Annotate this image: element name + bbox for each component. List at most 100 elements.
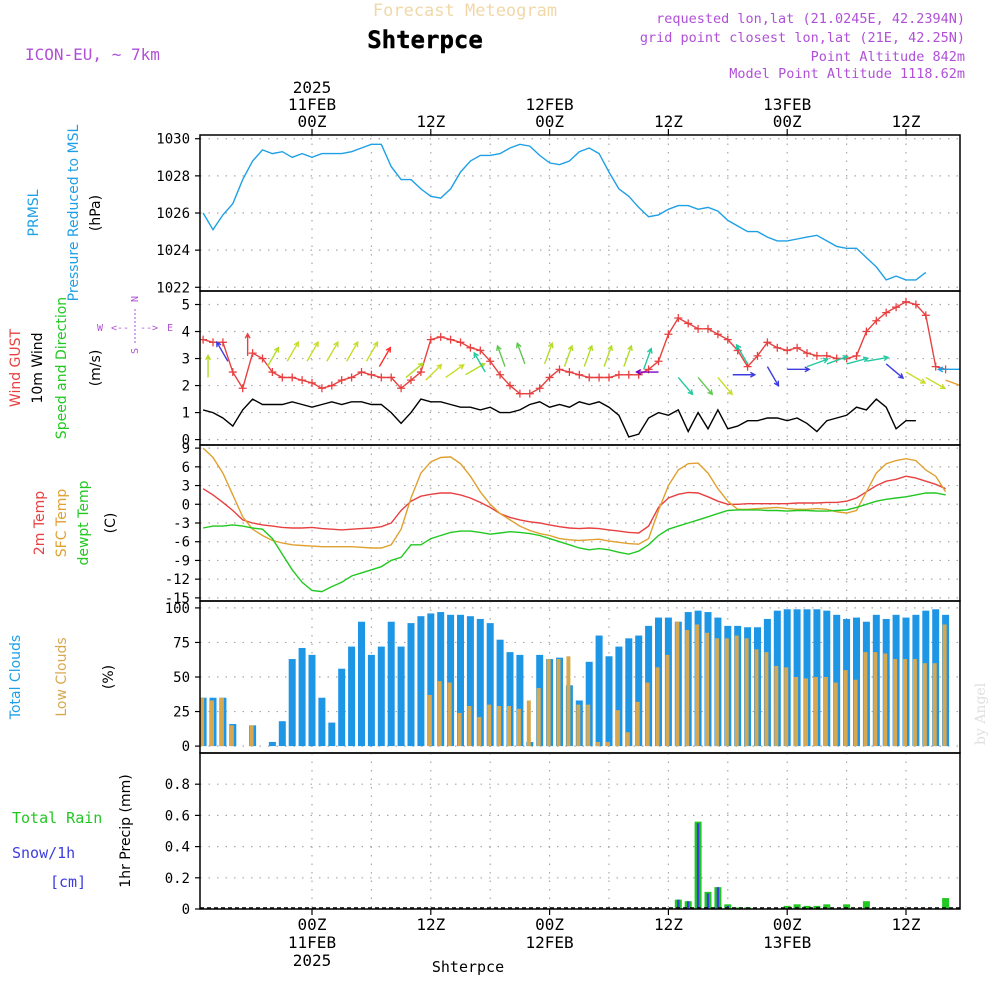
gust-marker — [862, 327, 871, 336]
pressure-line — [202, 143, 927, 281]
gust-marker — [327, 381, 336, 390]
precip-frame — [199, 752, 961, 910]
total-cloud-bar — [605, 656, 613, 747]
wind-arrow — [496, 344, 506, 367]
gust-marker — [426, 335, 435, 344]
wind-arrow — [515, 341, 526, 365]
location-title: Shterpce — [367, 26, 483, 54]
wind-arrow — [266, 346, 280, 367]
low-cloud-bar — [200, 697, 205, 747]
low-cloud-bar — [734, 635, 739, 747]
total-cloud-bar — [377, 646, 385, 747]
y-tick-label: 3 — [182, 352, 190, 368]
wind-arrow — [885, 363, 905, 380]
2m-temp-line — [202, 475, 946, 534]
wind-arrow — [306, 340, 319, 362]
y-tick-label: 25 — [173, 705, 190, 721]
y-tick-label: 3 — [182, 479, 190, 495]
total-cloud-bar — [437, 612, 445, 747]
bottom-axis-label: 00Z — [535, 915, 564, 934]
total-cloud-bar — [427, 613, 435, 747]
total-cloud-bar — [635, 635, 643, 747]
gust-marker — [397, 384, 406, 393]
credit-watermark: by Angel — [973, 682, 989, 745]
gust-marker — [793, 343, 802, 352]
low-cloud-bar — [853, 679, 858, 747]
axis-title: (%) — [101, 665, 117, 689]
y-tick-label: -9 — [173, 553, 190, 569]
y-tick-label: -15 — [165, 591, 190, 607]
y-tick-label: 0.8 — [165, 777, 190, 793]
total-cloud-bar — [486, 623, 494, 747]
y-tick-label: 2 — [182, 379, 190, 395]
gust-marker — [515, 389, 524, 398]
y-tick-label: -12 — [165, 572, 190, 588]
wind-gust-line — [202, 301, 946, 395]
gust-marker — [347, 373, 356, 382]
gust-marker — [466, 343, 475, 352]
wind-arrow — [732, 371, 757, 378]
low-cloud-bar — [774, 665, 779, 747]
wind-arrow — [244, 332, 251, 356]
gust-marker — [337, 376, 346, 385]
gust-marker — [614, 370, 623, 379]
total-cloud-bar — [476, 618, 484, 747]
gust-marker — [852, 351, 861, 360]
y-tick-label: 1022 — [156, 280, 190, 296]
total-cloud-bar — [516, 654, 524, 747]
gust-marker — [931, 362, 940, 371]
axis-title: Total Clouds — [8, 635, 24, 720]
bottom-axis-label: 11FEB — [288, 933, 336, 952]
gust-marker — [902, 297, 910, 306]
rain-bar — [803, 905, 811, 909]
compass-arrow-w: <-- — [111, 323, 129, 334]
low-cloud-bar — [586, 704, 591, 747]
wind-arrow — [445, 363, 465, 379]
low-cloud-bar — [754, 649, 759, 747]
bottom-axis-label: 2025 — [293, 951, 332, 970]
low-cloud-bar — [526, 700, 531, 747]
y-tick-label: 1 — [182, 406, 190, 422]
wind-arrow — [378, 346, 392, 367]
low-cloud-bar — [467, 706, 472, 747]
gust-marker — [713, 330, 722, 339]
total-cloud-bar — [803, 609, 811, 747]
low-cloud-bar — [705, 632, 709, 747]
total-cloud-bar — [417, 616, 425, 747]
model-label: ICON-EU, ~ 7km — [25, 45, 160, 64]
low-cloud-bar — [546, 659, 551, 747]
total-cloud-bar — [268, 741, 276, 747]
pressure-plot — [200, 135, 960, 291]
axis-title: 1hr Precip (mm) — [118, 774, 134, 887]
top-axis-label: 11FEB — [288, 95, 336, 114]
low-cloud-bar — [635, 701, 640, 747]
gust-marker — [535, 384, 544, 393]
compass-arrow-e: --> — [140, 323, 158, 334]
low-cloud-bar — [516, 708, 521, 747]
compass-n: N — [130, 296, 141, 302]
total-cloud-bar — [585, 661, 593, 747]
low-cloud-bar — [932, 663, 937, 747]
low-cloud-bar — [922, 663, 927, 747]
low-cloud-bar — [645, 682, 650, 747]
wind-arrow — [543, 341, 554, 365]
compass-w: W — [97, 323, 104, 334]
low-cloud-bar — [536, 688, 541, 747]
temperature-plot — [200, 445, 960, 601]
gust-marker — [704, 324, 712, 333]
low-cloud-bar — [695, 624, 700, 747]
y-tick-label: 1028 — [156, 169, 190, 185]
total-cloud-bar — [595, 635, 603, 747]
low-cloud-bar — [843, 670, 848, 747]
gust-marker — [268, 368, 277, 377]
total-cloud-bar — [328, 722, 336, 747]
wind-arrow — [365, 340, 379, 362]
info-line-requested: requested lon,lat (21.0245E, 42.2394N) — [656, 11, 965, 27]
gust-marker — [416, 368, 425, 377]
total-cloud-bar — [318, 697, 326, 747]
total-cloud-bar — [387, 621, 395, 747]
clouds-plot — [200, 601, 960, 753]
top-axis-label: 13FEB — [763, 95, 811, 114]
y-tick-label: 1024 — [156, 243, 190, 259]
gust-marker — [595, 373, 604, 382]
